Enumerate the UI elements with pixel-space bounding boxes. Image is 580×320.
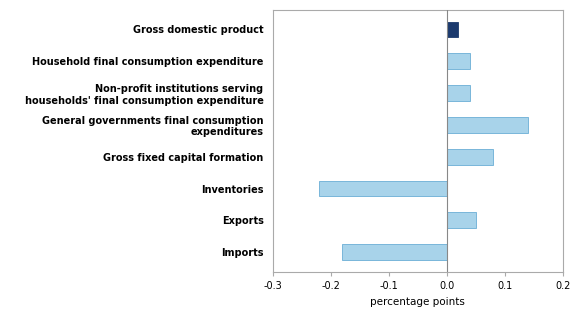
- Bar: [447, 149, 493, 165]
- Bar: [447, 212, 476, 228]
- Bar: [447, 85, 470, 101]
- X-axis label: percentage points: percentage points: [370, 297, 465, 307]
- Bar: [342, 244, 447, 260]
- Bar: [447, 117, 528, 133]
- Bar: [447, 21, 458, 37]
- Bar: [447, 53, 470, 69]
- Bar: [319, 180, 447, 196]
